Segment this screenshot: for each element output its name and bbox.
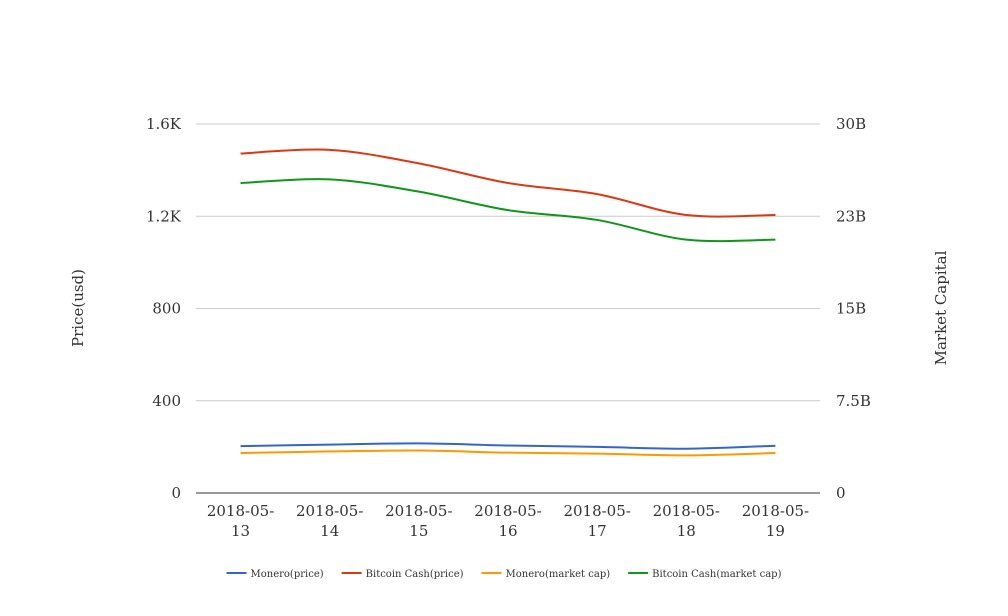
left-tick-label: 0 <box>171 484 181 502</box>
legend-label-bitcoin-cash-market-cap: Bitcoin Cash(market cap) <box>652 569 781 580</box>
right-tick-label: 7.5B <box>836 392 871 410</box>
left-tick-label: 400 <box>152 392 181 410</box>
left-tick-label: 1.2K <box>146 207 182 225</box>
x-tick-label: 2018-05-15 <box>385 502 452 540</box>
series-line-monero-market-cap <box>240 449 776 457</box>
right-tick-label: 15B <box>836 300 866 318</box>
x-axis-ticks: 2018-05-13 2018-05-14 2018-05-15 2018-05-16… <box>207 502 809 540</box>
x-tick-label: 2018-05-14 <box>296 502 363 540</box>
left-axis-ticks: 0 400 800 1.2K 1.6K <box>146 115 182 502</box>
x-tick-label: 2018-05-17 <box>563 502 630 540</box>
series-lines <box>240 148 776 457</box>
right-axis-title: Market Capital <box>932 250 950 365</box>
legend-label-bitcoin-cash-price: Bitcoin Cash(price) <box>366 569 464 580</box>
x-tick-label: 2018-05-19 <box>742 502 809 540</box>
series-line-bitcoin-cash-market-cap <box>240 178 776 243</box>
series-line-monero-price <box>240 442 776 450</box>
left-tick-label: 800 <box>152 300 181 318</box>
x-tick-label: 2018-05-13 <box>207 502 274 540</box>
left-axis-title: Price(usd) <box>69 269 87 347</box>
right-axis-ticks: 0 7.5B 15B 23B 30B <box>836 115 871 502</box>
legend-label-monero-market-cap: Monero(market cap) <box>506 569 611 580</box>
right-tick-label: 30B <box>836 115 866 133</box>
x-tick-label: 2018-05-18 <box>653 502 720 540</box>
x-tick-label: 2018-05-16 <box>474 502 541 540</box>
right-tick-label: 23B <box>836 207 866 225</box>
legend-label-monero-price: Monero(price) <box>251 569 324 580</box>
series-line-bitcoin-cash-price <box>240 148 776 218</box>
left-tick-label: 1.6K <box>146 115 182 133</box>
right-tick-label: 0 <box>836 484 846 502</box>
legend: Monero(price) Bitcoin Cash(price) Monero(m… <box>226 569 782 580</box>
